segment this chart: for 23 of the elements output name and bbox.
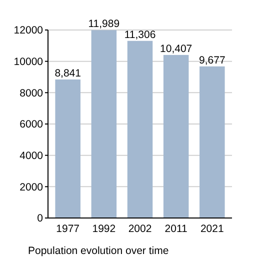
y-tick-label: 0: [37, 212, 44, 225]
bar: [55, 79, 80, 218]
text: Population evolution over time: [28, 245, 169, 257]
y-tick-label: 6000: [20, 118, 44, 131]
x-tick-label: 1977: [56, 223, 80, 235]
x-tick-label: 1992: [92, 223, 116, 235]
y-tick-label: 8000: [20, 87, 44, 100]
bar: [163, 54, 189, 218]
x-tick-label: 2011: [164, 223, 188, 235]
data-label: 9,677: [199, 54, 226, 66]
data-label: 8,841: [54, 67, 82, 80]
data-label: 11,989: [88, 18, 120, 30]
bar: [127, 40, 153, 218]
x-tick-label: 2002: [128, 223, 152, 235]
y-tick-label: 12000: [14, 24, 44, 37]
bar: [91, 30, 117, 218]
data-label: 10,407: [160, 42, 192, 55]
y-tick-label: 2000: [20, 181, 44, 194]
data-label: 11,306: [124, 28, 156, 41]
x-tick-label: 2021: [200, 223, 224, 235]
y-tick-label: 10000: [14, 56, 44, 68]
y-tick-label: 4000: [20, 150, 44, 162]
bar: [200, 66, 225, 218]
